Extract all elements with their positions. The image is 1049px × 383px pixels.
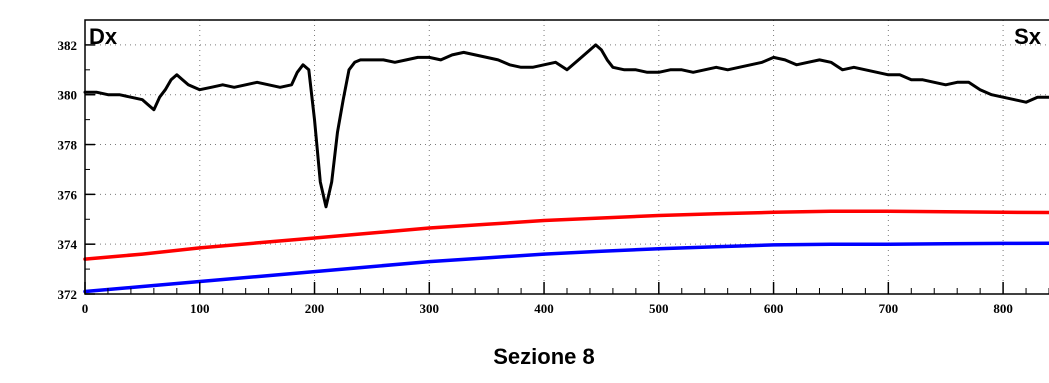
series-layer	[83, 43, 1049, 294]
x-axis-title: Sezione 8	[493, 344, 594, 369]
y-tick-label: 380	[58, 88, 78, 103]
x-tick-label: 0	[82, 301, 89, 316]
x-tick-label: 700	[879, 301, 899, 316]
series-line-1	[83, 43, 1049, 209]
x-tick-label: 800	[993, 301, 1013, 316]
x-tick-label: 500	[649, 301, 669, 316]
annotation-sx: Sx	[1014, 24, 1042, 49]
x-tick-label: 400	[534, 301, 554, 316]
plot-frame	[84, 19, 1049, 295]
y-tick-label: 382	[58, 38, 78, 53]
series-line-2	[83, 209, 1049, 261]
x-tick-label: 200	[305, 301, 325, 316]
tick-labels: 0 100 200 300 400 500 600 700 800 372 374 376 378 380…	[58, 38, 1013, 316]
series-line-3	[83, 241, 1049, 294]
x-tick-label: 300	[420, 301, 440, 316]
y-tick-label: 374	[58, 237, 78, 252]
x-tick-label: 100	[190, 301, 210, 316]
annotation-dx: Dx	[89, 24, 118, 49]
axis-ticks	[84, 44, 1049, 295]
y-tick-label: 372	[58, 287, 78, 302]
y-tick-label: 376	[58, 187, 78, 202]
y-tick-label: 378	[58, 138, 78, 153]
x-tick-label: 600	[764, 301, 784, 316]
